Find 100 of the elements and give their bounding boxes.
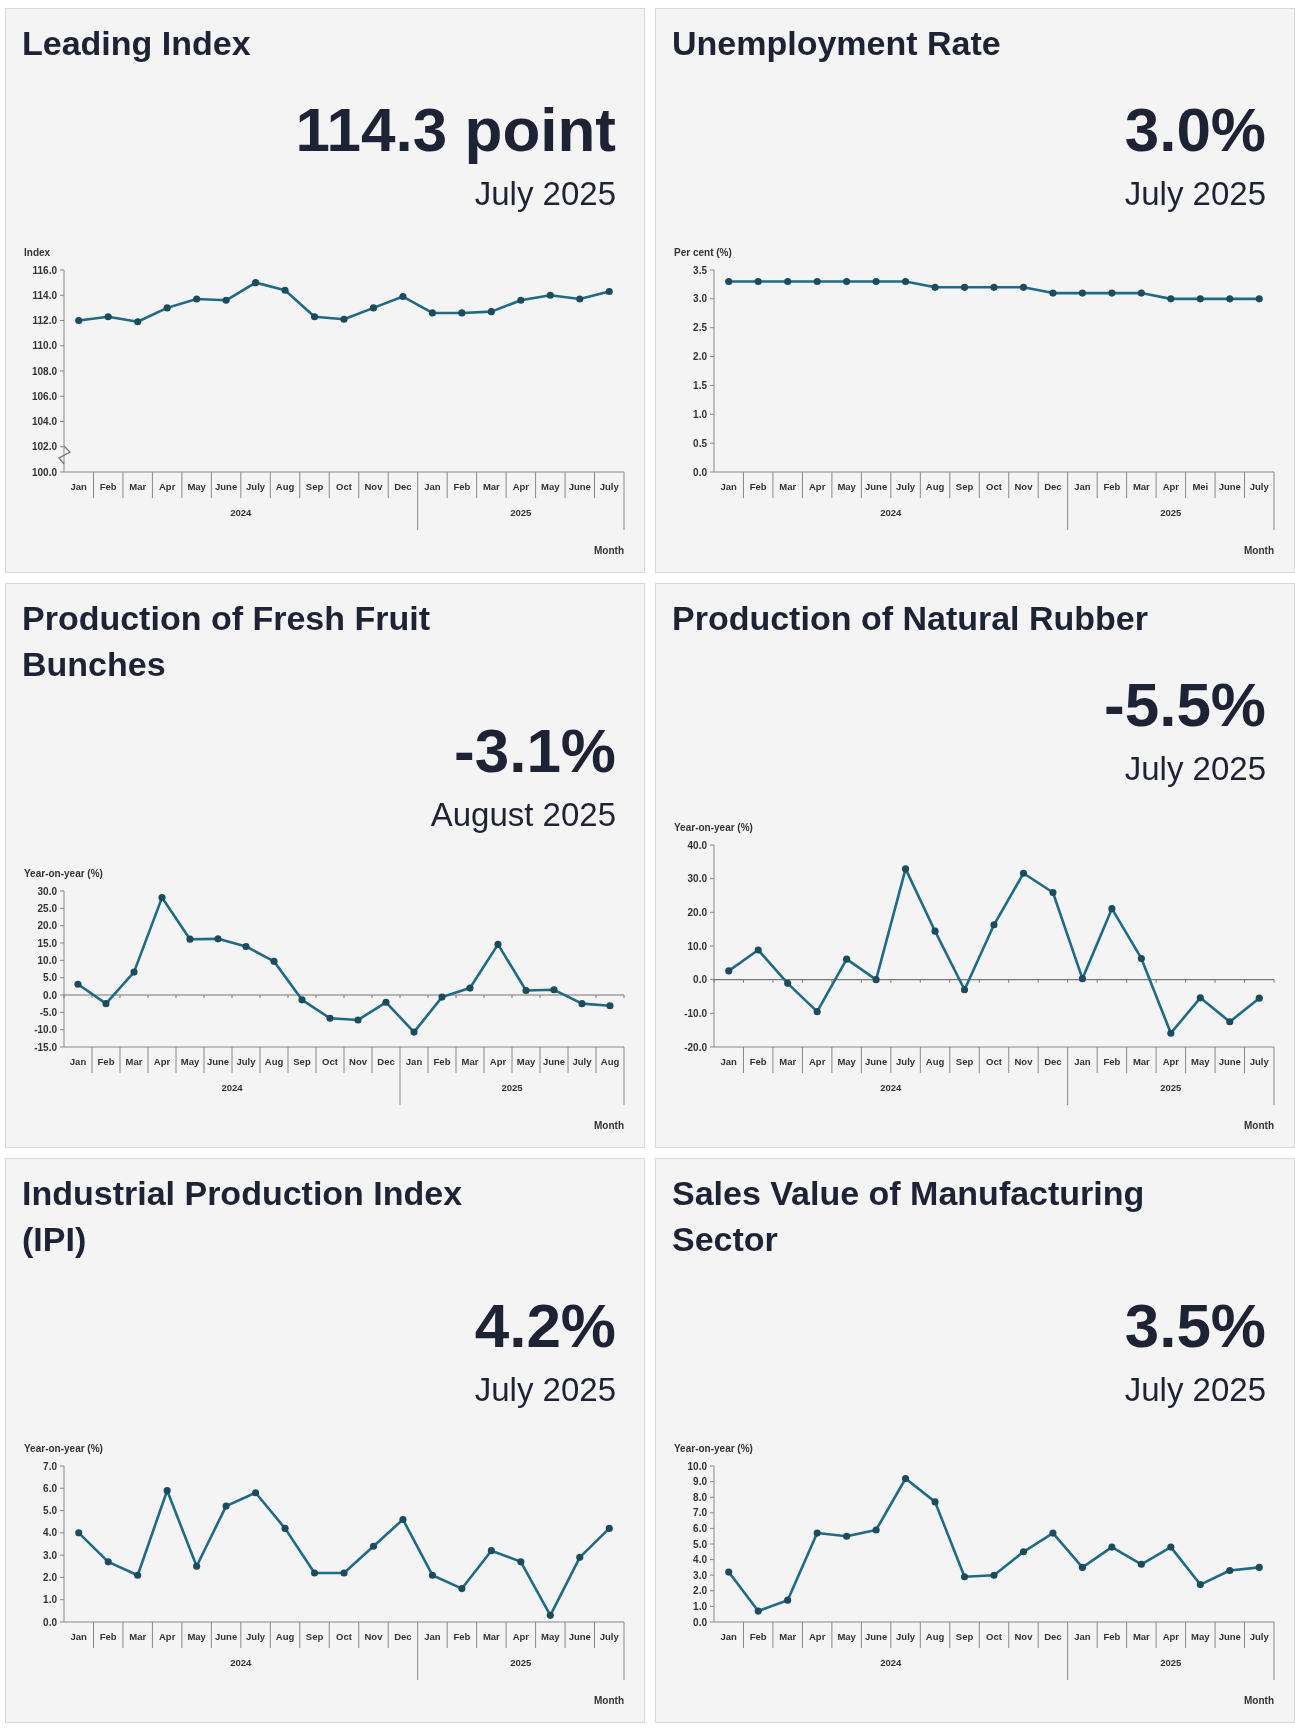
- y-tick-label: 2.0: [693, 351, 708, 363]
- x-tick-label: Feb: [749, 481, 767, 492]
- x-tick-label: June: [215, 1631, 238, 1642]
- x-tick-label: Dec: [1044, 1631, 1062, 1642]
- point: [813, 1008, 821, 1016]
- x-tick-label: July: [1249, 1056, 1270, 1067]
- x-tick-label: May: [1191, 1631, 1211, 1642]
- x-tick-label: July: [896, 1056, 916, 1067]
- y-tick-label: 2.0: [693, 1585, 708, 1597]
- point: [931, 1498, 939, 1506]
- point: [399, 1515, 407, 1524]
- point: [1226, 295, 1234, 303]
- text: 2024: [880, 1657, 903, 1668]
- x-axis-title: Month: [594, 1695, 624, 1706]
- point: [605, 287, 613, 296]
- point: [1019, 1548, 1028, 1556]
- text: 2024: [880, 1082, 903, 1093]
- point: [252, 1489, 260, 1497]
- point: [487, 308, 495, 316]
- text: July 2025: [474, 175, 616, 212]
- point: [1108, 905, 1116, 913]
- x-tick-label: Jan: [1074, 1056, 1091, 1067]
- x-tick-label: Apr: [153, 1056, 171, 1067]
- point: [382, 998, 390, 1006]
- x-tick-label: May: [541, 1631, 561, 1642]
- y-axis-title: Year-on-year (%): [24, 868, 103, 879]
- x-tick-label: Feb: [453, 1631, 471, 1642]
- text: August 2025: [430, 796, 616, 833]
- x-tick-label: Nov: [1014, 481, 1034, 492]
- point: [1255, 994, 1263, 1002]
- y-tick-label: 1.5: [693, 379, 708, 391]
- y-tick-label: 3.0: [693, 1569, 708, 1581]
- x-tick-label: Sep: [955, 1056, 974, 1067]
- point: [1137, 954, 1145, 963]
- x-tick-label: Mar: [1132, 1631, 1151, 1642]
- point: [104, 1558, 112, 1566]
- y-axis-title: Year-on-year (%): [24, 1443, 103, 1454]
- point: [754, 1607, 762, 1615]
- x-tick-label: Nov: [1014, 1056, 1034, 1067]
- y-tick-label: -5.0: [39, 1006, 58, 1018]
- x-tick-label: Sep: [305, 1631, 324, 1642]
- x-tick-label: Apr: [1162, 1056, 1180, 1067]
- text: 2024: [230, 507, 253, 518]
- point: [1049, 888, 1057, 897]
- x-tick-label: Apr: [158, 1631, 176, 1642]
- x-tick-label: Dec: [394, 1631, 412, 1642]
- x-tick-label: July: [1249, 1631, 1270, 1642]
- point: [1226, 1018, 1234, 1026]
- text: 2024: [221, 1082, 244, 1093]
- x-tick-label: Apr: [808, 1631, 826, 1642]
- point: [104, 313, 112, 321]
- point: [1049, 1529, 1057, 1537]
- point: [74, 980, 82, 988]
- x-tick-label: Apr: [512, 481, 530, 492]
- point: [872, 976, 880, 984]
- x-tick-label: Oct: [322, 1056, 339, 1067]
- point: [902, 1474, 910, 1483]
- x-tick-label: Apr: [1162, 1631, 1180, 1642]
- y-tick-label: 2.5: [693, 322, 708, 334]
- point: [1078, 289, 1086, 297]
- text: 2024: [880, 507, 903, 518]
- y-tick-label: 20.0: [37, 920, 58, 932]
- x-tick-label: May: [837, 481, 857, 492]
- y-tick-label: -10.0: [34, 1024, 58, 1036]
- x-tick-label: Aug: [600, 1056, 620, 1067]
- x-tick-label: May: [837, 1056, 857, 1067]
- y-tick-label: 114.0: [32, 289, 58, 301]
- y-tick-label: 8.0: [693, 1491, 708, 1503]
- y-tick-label: 108.0: [31, 365, 58, 377]
- x-tick-label: Mar: [1132, 481, 1151, 492]
- x-tick-label: Dec: [1044, 1056, 1062, 1067]
- y-tick-label: 15.0: [37, 937, 58, 949]
- x-tick-label: Mar: [779, 1631, 797, 1642]
- x-tick-label: Feb: [97, 1056, 115, 1067]
- text: July 2025: [1124, 1371, 1266, 1408]
- x-tick-label: July: [246, 1631, 266, 1642]
- x-tick-label: Aug: [925, 481, 945, 492]
- point: [134, 1571, 142, 1579]
- x-tick-label: Dec: [394, 481, 412, 492]
- point: [872, 277, 880, 286]
- x-tick-label: June: [568, 481, 591, 492]
- x-tick-label: July: [236, 1056, 257, 1067]
- x-tick-label: Aug: [925, 1056, 945, 1067]
- x-axis-title: Month: [1244, 1695, 1274, 1706]
- y-tick-label: -10.0: [684, 1007, 708, 1019]
- point: [1078, 975, 1086, 983]
- point: [843, 277, 851, 286]
- y-tick-label: 5.0: [43, 972, 58, 984]
- text: July 2025: [1124, 175, 1266, 212]
- y-tick-label: 5.0: [693, 1538, 708, 1550]
- point: [990, 283, 998, 291]
- y-tick-label: 10.0: [687, 940, 708, 952]
- x-tick-label: June: [542, 1056, 566, 1067]
- y-tick-label: 106.0: [31, 390, 58, 402]
- y-axis-title: Index: [24, 247, 51, 258]
- x-tick-label: June: [568, 1631, 591, 1642]
- point: [725, 967, 733, 975]
- point: [725, 277, 733, 286]
- y-tick-label: 10.0: [687, 1460, 708, 1472]
- y-tick-label: 0.0: [693, 1616, 708, 1628]
